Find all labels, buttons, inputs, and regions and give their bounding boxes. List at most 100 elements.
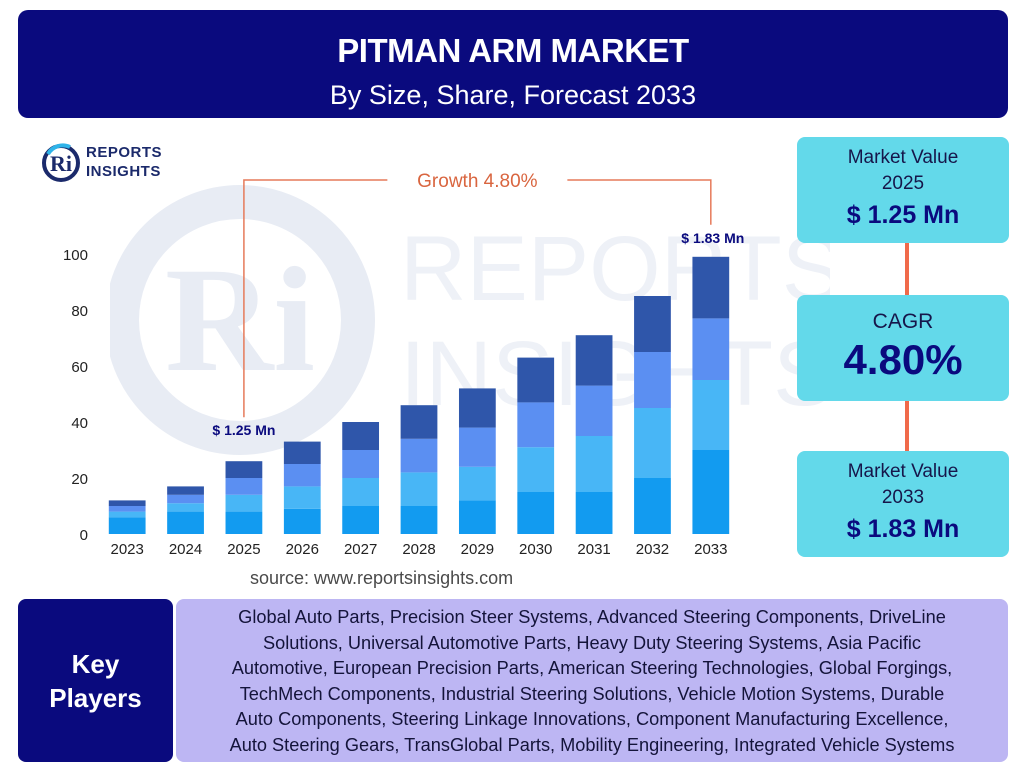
- kpi-2025-value: $ 1.25 Mn: [846, 201, 960, 229]
- brand-logo: Ri REPORTS INSIGHTS: [40, 142, 190, 184]
- y-tick-label: 60: [71, 359, 88, 376]
- bar-segment-2025-s3: [225, 478, 263, 495]
- y-tick-label: 100: [63, 247, 88, 264]
- logo-icon: Ri: [42, 143, 80, 182]
- bar-segment-2029-s1: [458, 500, 496, 534]
- bar-segment-2033-s1: [692, 450, 730, 534]
- x-tick-label: 2031: [577, 541, 610, 558]
- bar-series: [108, 256, 730, 534]
- bar-segment-2024-s3: [167, 494, 204, 504]
- x-tick-label: 2030: [519, 541, 552, 558]
- x-tick-label: 2029: [461, 541, 494, 558]
- bar-segment-2033-s3: [692, 318, 730, 380]
- bar-segment-2026-s1: [283, 508, 321, 534]
- bar-segment-2027-s3: [342, 450, 380, 478]
- bar-segment-2024-s2: [167, 503, 204, 512]
- page-title: PITMAN ARM MARKET: [337, 32, 689, 69]
- growth-bracket-left: [243, 179, 388, 418]
- y-tick-label: 0: [80, 527, 88, 544]
- logo-line2: INSIGHTS: [86, 163, 161, 180]
- key-players-label-line2: Players: [49, 682, 142, 713]
- bar-segment-2023-s1: [108, 517, 146, 534]
- bar-segment-2030-s3: [517, 402, 555, 448]
- y-tick-label: 40: [71, 415, 88, 432]
- bar-segment-2026-s2: [283, 486, 321, 509]
- key-players-line: TechMech Components, Industrial Steering…: [239, 683, 945, 704]
- bar-segment-2025-s1: [225, 511, 263, 534]
- y-axis: 0 20 40 60 80 100: [63, 247, 88, 544]
- kpi-2033-label-line1: Market Value: [847, 461, 959, 482]
- bar-segment-2030-s4: [517, 357, 555, 403]
- key-players-line: Automotive, European Precision Parts, Am…: [231, 658, 953, 679]
- value-label-start: $ 1.25 Mn: [212, 422, 275, 438]
- kpi-market-value-2025: Market Value 2025 $ 1.25 Mn: [797, 137, 1009, 243]
- bar-segment-2030-s1: [517, 492, 555, 534]
- logo-mark: Ri: [50, 151, 72, 176]
- x-tick-label: 2026: [286, 541, 319, 558]
- bar-segment-2033-s2: [692, 380, 730, 450]
- kpi-cagr-value: 4.80%: [843, 336, 963, 383]
- key-players-line: Solutions, Universal Automotive Parts, H…: [262, 632, 922, 653]
- growth-bracket-right: [567, 179, 712, 225]
- key-players-label-line1: Key: [71, 648, 120, 679]
- kpi-market-value-2033: Market Value 2033 $ 1.83 Mn: [797, 451, 1009, 557]
- bar-segment-2028-s1: [400, 506, 438, 534]
- bar-segment-2028-s2: [400, 472, 438, 506]
- x-axis: 2023 2024 2025 2026 2027 2028 2029 2030 2031 2032…: [110, 541, 727, 558]
- bar-segment-2027-s2: [342, 478, 380, 506]
- bar-segment-2030-s2: [517, 447, 555, 492]
- key-players-list: Global Auto Parts, Precision Steer Syste…: [176, 599, 1008, 762]
- key-players-line: Global Auto Parts, Precision Steer Syste…: [238, 607, 946, 627]
- key-players-line: Auto Components, Steering Linkage Innova…: [235, 709, 949, 730]
- bar-segment-2027-s4: [342, 422, 380, 450]
- bar-segment-2029-s3: [458, 427, 496, 467]
- kpi-connector-bottom: [905, 401, 909, 451]
- bar-segment-2025-s4: [225, 461, 263, 478]
- bar-segment-2025-s2: [225, 494, 263, 512]
- bar-segment-2024-s4: [167, 486, 204, 495]
- x-tick-label: 2033: [694, 541, 727, 558]
- growth-label: Growth 4.80%: [417, 171, 537, 192]
- page-subtitle: By Size, Share, Forecast 2033: [329, 80, 697, 110]
- x-tick-label: 2032: [636, 541, 669, 558]
- bar-segment-2031-s2: [575, 436, 613, 492]
- bar-segment-2024-s1: [167, 511, 204, 534]
- y-tick-label: 20: [71, 471, 88, 488]
- bar-segment-2023-s3: [108, 506, 146, 512]
- kpi-cagr-label: CAGR: [872, 310, 934, 333]
- x-tick-label: 2027: [344, 541, 377, 558]
- x-tick-label: 2028: [402, 541, 435, 558]
- bar-segment-2032-s1: [634, 478, 671, 534]
- x-tick-label: 2024: [169, 541, 202, 558]
- bar-segment-2023-s4: [108, 500, 146, 506]
- bar-segment-2029-s2: [458, 466, 496, 501]
- chart-annotations: $ 1.25 Mn $ 1.83 Mn Growth 4.80%: [212, 171, 744, 438]
- kpi-2033-value: $ 1.83 Mn: [846, 515, 960, 543]
- x-tick-label: 2025: [227, 541, 260, 558]
- x-tick-label: 2023: [110, 541, 143, 558]
- bar-segment-2023-s2: [108, 511, 146, 518]
- kpi-2025-label-line1: Market Value: [847, 147, 959, 168]
- header-banner: PITMAN ARM MARKET By Size, Share, Foreca…: [18, 10, 1008, 118]
- bar-segment-2029-s4: [458, 388, 496, 428]
- bar-segment-2026-s3: [283, 464, 321, 487]
- bar-segment-2028-s3: [400, 438, 438, 473]
- key-players-label: Key Players: [18, 599, 173, 762]
- y-tick-label: 80: [71, 303, 88, 320]
- bar-segment-2031-s1: [575, 492, 613, 534]
- bar-segment-2031-s3: [575, 385, 613, 436]
- bar-segment-2032-s4: [634, 296, 671, 352]
- bar-segment-2031-s4: [575, 335, 613, 386]
- kpi-connector-top: [905, 243, 909, 295]
- source-note: source: www.reportsinsights.com: [250, 568, 514, 588]
- bar-segment-2028-s4: [400, 405, 438, 439]
- kpi-2025-label-line2: 2025: [881, 173, 925, 194]
- bar-segment-2027-s1: [342, 506, 380, 534]
- value-label-end: $ 1.83 Mn: [681, 230, 744, 246]
- bar-segment-2026-s4: [283, 441, 321, 464]
- bar-segment-2033-s4: [692, 256, 730, 319]
- kpi-cagr: CAGR 4.80%: [797, 295, 1009, 401]
- logo-line1: REPORTS: [86, 144, 163, 161]
- key-players-line: Auto Steering Gears, TransGlobal Parts, …: [229, 734, 955, 755]
